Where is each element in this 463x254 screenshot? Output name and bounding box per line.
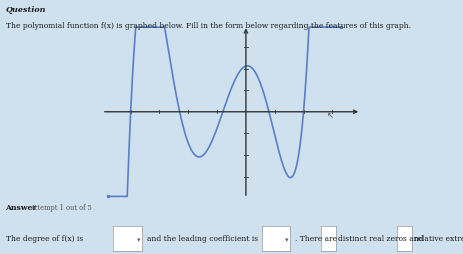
Text: The degree of f(x) is: The degree of f(x) is <box>6 235 83 243</box>
Text: Answer: Answer <box>6 204 37 212</box>
Text: The polynomial function f(x) is graphed below. Fill in the form below regarding : The polynomial function f(x) is graphed … <box>6 22 411 29</box>
Text: Attempt 1 out of 5: Attempt 1 out of 5 <box>30 204 92 212</box>
Text: ▾: ▾ <box>285 237 288 244</box>
Text: ▾: ▾ <box>137 237 140 244</box>
Text: ↖: ↖ <box>326 111 333 120</box>
Text: and the leading coefficient is: and the leading coefficient is <box>147 235 258 243</box>
Text: . There are: . There are <box>295 235 338 243</box>
Text: distinct real zeros and: distinct real zeros and <box>338 235 424 243</box>
Text: Question: Question <box>6 6 46 14</box>
Text: relative extremes.: relative extremes. <box>414 235 463 243</box>
